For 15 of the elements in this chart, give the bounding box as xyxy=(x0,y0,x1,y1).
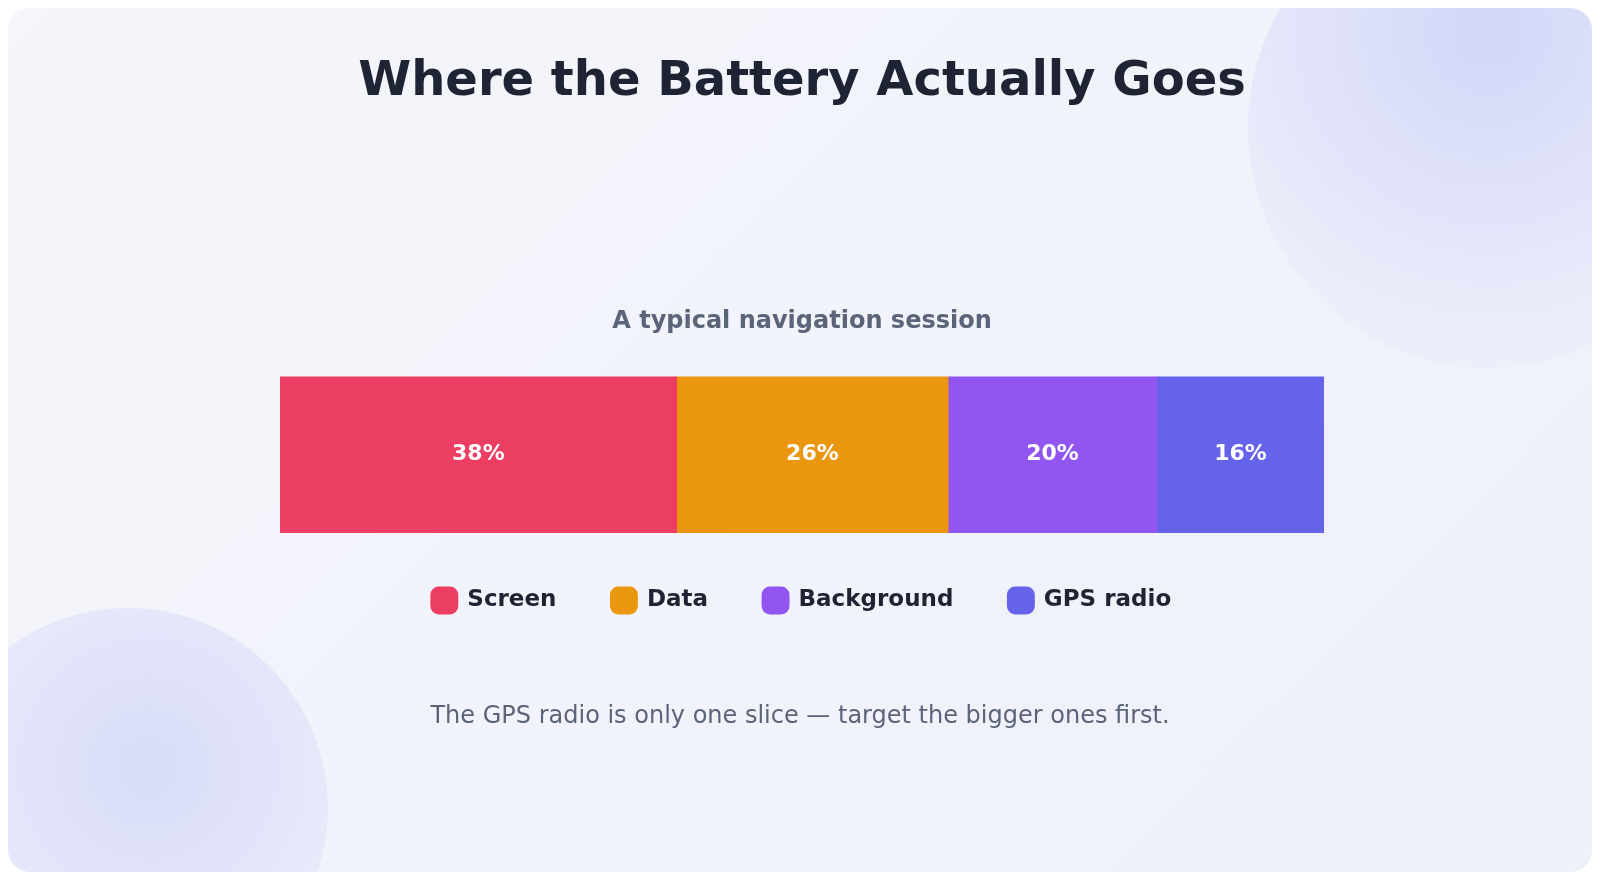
data-label: 26% xyxy=(786,440,839,466)
bar xyxy=(1156,376,1324,533)
legend-label: GPS radio xyxy=(1043,585,1172,612)
legend-label: Screen xyxy=(467,585,557,612)
bar xyxy=(676,376,949,533)
chart-title: Where the Battery Actually Goes xyxy=(358,50,1246,107)
bar xyxy=(280,376,678,533)
data-label: 16% xyxy=(1214,440,1267,466)
data-label: 20% xyxy=(1026,440,1079,466)
bar xyxy=(947,376,1158,533)
data-label: 38% xyxy=(452,440,505,466)
text: The GPS radio is only one slice — target the bigger ones first. xyxy=(429,701,1170,730)
legend-label: Data xyxy=(646,585,709,612)
legend-label: Background xyxy=(798,585,954,612)
chart-subtitle: A typical navigation session xyxy=(612,306,992,335)
